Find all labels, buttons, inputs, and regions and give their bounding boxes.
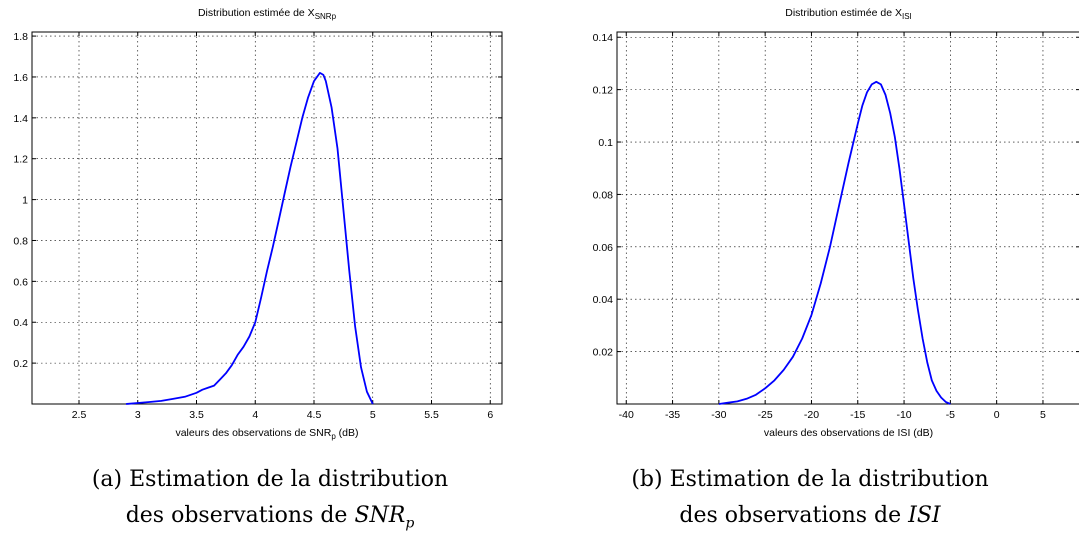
- y-tick-label: 0.6: [13, 276, 28, 288]
- density-curve: [125, 72, 374, 405]
- panel-isi: -40 -35 -30 -25 -20 -15 -10 -5 0 5 0.02 0.04 0.06 0.0…: [540, 0, 1079, 540]
- panel-snrp: 2.5 3 3.5 4 4.5 5 5.5 6 0.2 0.4 0.6 0.8 1 1.2 1.4 1.6 1.…: [0, 0, 540, 540]
- x-tick-label: 5.5: [424, 409, 439, 421]
- y-tick-label: 0.02: [593, 347, 614, 359]
- y-tick-label: 0.08: [593, 189, 614, 201]
- x-axis-label: valeurs des observations de ISI (dB): [764, 427, 933, 439]
- x-tick-label: -15: [850, 409, 865, 421]
- chart-title: Distribution estimée de XSNRp: [198, 7, 337, 21]
- y-tick-label: 0.12: [593, 85, 614, 97]
- x-tick-label: 4: [252, 409, 258, 421]
- x-tick-label: 3.5: [189, 409, 204, 421]
- y-tick-label: 1.2: [13, 154, 28, 166]
- x-tick-label: 5: [370, 409, 376, 421]
- caption-a-line1: (a) Estimation de la distribution: [91, 467, 449, 492]
- x-tick-label: -10: [896, 409, 911, 421]
- x-tick-label: 2.5: [72, 409, 87, 421]
- y-tick-label: 0.4: [13, 317, 28, 329]
- caption-a-line2: des observations de SNRp: [125, 503, 415, 532]
- y-tick-label: 0.2: [13, 358, 28, 370]
- x-axis-label: valeurs des observations de SNRp (dB): [175, 427, 358, 441]
- x-tick-label: 5: [1040, 409, 1046, 421]
- x-tick-label: -20: [804, 409, 819, 421]
- y-tick-label: 1.6: [13, 72, 28, 84]
- chart-snrp: 2.5 3 3.5 4 4.5 5 5.5 6 0.2 0.4 0.6 0.8 1 1.2 1.4 1.6 1.…: [13, 7, 503, 441]
- caption-a: (a) Estimation de la distribution des ob…: [0, 462, 540, 541]
- y-tick-label: 1.8: [13, 31, 28, 43]
- y-tick-label: 0.06: [593, 242, 614, 254]
- grid: [32, 32, 502, 404]
- x-tick-label: 6: [487, 409, 493, 421]
- caption-b-math: ISI: [908, 503, 941, 528]
- x-tick-label: -40: [619, 409, 634, 421]
- x-tick-label: -35: [665, 409, 680, 421]
- y-tick-label: 1: [22, 195, 28, 207]
- caption-a-math: SNRp: [354, 503, 415, 532]
- y-tick-label: 0.14: [593, 32, 614, 44]
- x-tick-label: -5: [946, 409, 955, 421]
- chart-isi: -40 -35 -30 -25 -20 -15 -10 -5 0 5 0.02 0.04 0.06 0.0…: [593, 7, 1079, 439]
- x-tick-label: -30: [711, 409, 726, 421]
- y-tick-label: 1.4: [13, 113, 28, 125]
- chart-title: Distribution estimée de XISI: [785, 7, 912, 21]
- axes-box: [616, 31, 1079, 405]
- caption-b-line1: (b) Estimation de la distribution: [631, 467, 989, 492]
- density-curve: [718, 80, 951, 405]
- y-tick-label: 0.04: [593, 294, 614, 306]
- grid: [617, 32, 1079, 404]
- x-tick-label: 4.5: [307, 409, 322, 421]
- x-tick-label: 0: [994, 409, 1000, 421]
- caption-b-line2: des observations de ISI: [679, 503, 941, 528]
- axes-box: [31, 31, 503, 405]
- y-tick-label: 0.1: [598, 137, 613, 149]
- caption-b: (b) Estimation de la distribution des ob…: [540, 462, 1079, 541]
- y-tick-label: 0.8: [13, 235, 28, 247]
- x-tick-label: 3: [135, 409, 141, 421]
- x-tick-label: -25: [758, 409, 773, 421]
